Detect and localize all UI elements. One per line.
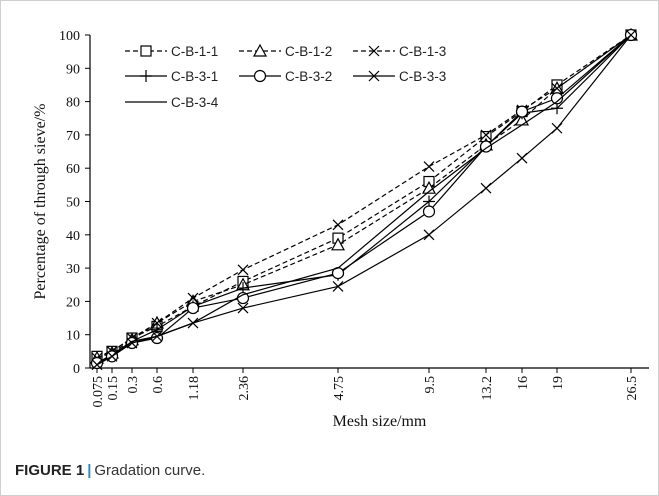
legend-item-c-b-3-3: C-B-3-3 [353,69,446,84]
legend-item-c-b-3-1: C-B-3-1 [125,69,218,84]
x-tick-label: 2.36 [237,376,252,401]
x-tick-label: 19 [551,376,566,390]
y-tick-label: 80 [66,96,80,111]
data-point [421,180,437,194]
x-tick-label: 1.18 [187,376,202,401]
data-point [330,237,346,251]
y-tick-label: 50 [66,196,80,211]
x-tick-label: 13.2 [480,376,495,401]
x-tick-label: 9.5 [423,376,438,394]
legend-swatch-marker [252,43,268,57]
legend-label: C-B-3-3 [399,69,446,84]
legend-label: C-B-3-1 [171,69,218,84]
caption-separator: | [87,462,92,479]
data-point [237,302,249,314]
data-point [126,337,138,349]
data-point [332,219,344,231]
y-tick-label: 70 [66,129,80,144]
legend-swatch-marker [140,70,152,82]
data-point [480,129,492,141]
series-line [96,34,632,366]
x-tick-label: 0.15 [106,376,121,401]
data-point [551,82,563,94]
legend-item-c-b-3-2: C-B-3-2 [239,69,332,84]
legend-label: C-B-3-4 [171,95,219,110]
legend-label: C-B-1-1 [171,44,218,59]
legend-item-c-b-3-4: C-B-3-4 [125,95,219,110]
series-line [96,34,632,366]
x-tick-label: 0.3 [126,376,141,394]
data-point [186,301,200,315]
x-tick-label: 26.5 [625,376,640,401]
series-c-b-3-3 [91,29,637,371]
data-point [151,317,163,329]
data-point [90,356,104,370]
y-tick-label: 10 [66,329,80,344]
y-tick-label: 100 [59,29,80,44]
data-point [423,229,435,241]
axes: 0 10 20 30 40 50 60 70 80 90 100 0.075 0.15 0.3 0.6 1.1… [59,29,649,408]
data-point [150,331,164,345]
legend: C-B-1-1 C-B-1-2 C-B-1-3 C-B-3-1 C-B-3-2 C-B-3… [125,43,446,110]
series-layer [89,27,639,371]
y-tick-label: 30 [66,262,80,277]
series-line [96,34,632,364]
figure-label: FIGURE 1 [15,462,85,479]
legend-label: C-B-3-2 [285,69,332,84]
data-point [551,122,563,134]
data-point [516,152,528,164]
y-tick-label: 90 [66,62,80,77]
legend-swatch-marker [368,70,380,82]
x-tick-label: 0.075 [91,376,106,408]
x-tick-label: 4.75 [332,376,347,401]
data-point [515,105,529,118]
legend-label: C-B-1-3 [399,44,446,59]
legend-item-c-b-1-2: C-B-1-2 [239,43,332,59]
legend-swatch-marker [140,45,152,57]
x-axis-title: Mesh size/mm [333,413,427,430]
x-tick-label: 16 [516,376,531,390]
series-c-b-3-4 [96,34,632,366]
y-tick-label: 60 [66,162,80,177]
legend-item-c-b-1-3: C-B-1-3 [353,44,446,59]
y-tick-label: 40 [66,229,80,244]
data-point [332,280,344,292]
legend-item-c-b-1-1: C-B-1-1 [125,44,218,59]
legend-swatch-marker [368,45,380,57]
data-point [550,92,564,105]
data-point [237,264,249,276]
data-point [423,161,435,172]
data-point [422,205,436,218]
y-tick-label: 20 [66,295,80,310]
x-tick-label: 0.6 [151,376,166,394]
data-point [187,292,199,304]
caption-text: Gradation curve. [94,462,206,479]
y-tick-label: 0 [73,362,80,377]
legend-swatch-marker [253,69,267,83]
y-axis-title: Percentage of through sieve/% [32,104,49,300]
figure-caption: FIGURE 1 | Gradation curve. [15,462,205,479]
series-line [96,34,632,364]
data-point [480,182,492,194]
data-point [479,140,493,153]
gradation-chart: 0 10 20 30 40 50 60 70 80 90 100 0.075 0.15 0.3 0.6 1.1… [32,27,649,430]
legend-label: C-B-1-2 [285,44,332,59]
